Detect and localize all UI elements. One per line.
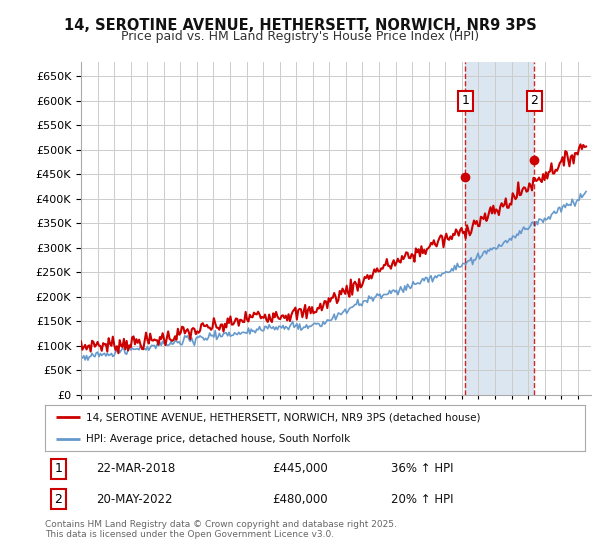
Text: 1: 1	[461, 94, 469, 108]
Text: 2: 2	[55, 493, 62, 506]
Text: Contains HM Land Registry data © Crown copyright and database right 2025.
This d: Contains HM Land Registry data © Crown c…	[45, 520, 397, 539]
Text: Price paid vs. HM Land Registry's House Price Index (HPI): Price paid vs. HM Land Registry's House …	[121, 30, 479, 43]
Text: 14, SEROTINE AVENUE, HETHERSETT, NORWICH, NR9 3PS (detached house): 14, SEROTINE AVENUE, HETHERSETT, NORWICH…	[86, 412, 480, 422]
Text: 20% ↑ HPI: 20% ↑ HPI	[391, 493, 453, 506]
Text: HPI: Average price, detached house, South Norfolk: HPI: Average price, detached house, Sout…	[86, 435, 350, 444]
Text: 14, SEROTINE AVENUE, HETHERSETT, NORWICH, NR9 3PS: 14, SEROTINE AVENUE, HETHERSETT, NORWICH…	[64, 18, 536, 34]
Text: £480,000: £480,000	[272, 493, 328, 506]
Text: 2: 2	[530, 94, 538, 108]
Text: £445,000: £445,000	[272, 463, 328, 475]
Text: 20-MAY-2022: 20-MAY-2022	[96, 493, 173, 506]
Text: 36% ↑ HPI: 36% ↑ HPI	[391, 463, 453, 475]
Bar	[466, 62, 535, 395]
Text: 1: 1	[55, 463, 62, 475]
Text: 22-MAR-2018: 22-MAR-2018	[96, 463, 176, 475]
